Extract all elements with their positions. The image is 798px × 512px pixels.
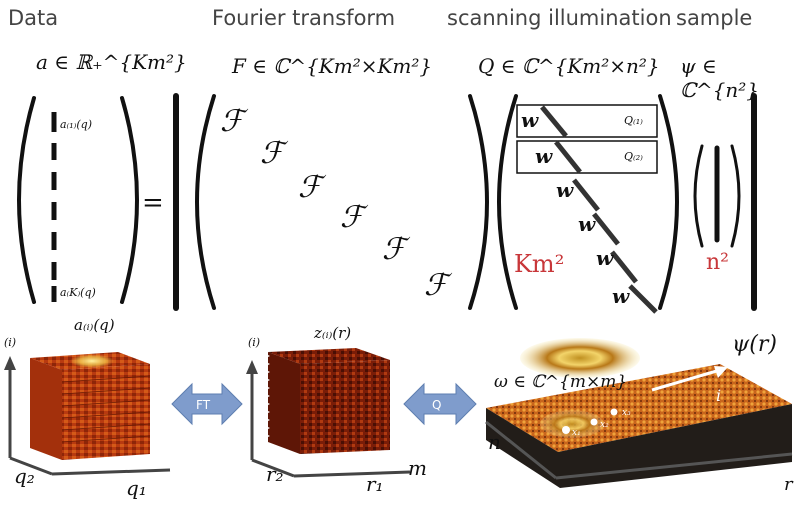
i-label-z: (i): [248, 336, 261, 349]
F-entry-1: ℱ: [220, 104, 244, 139]
w-entry-1: w: [521, 108, 539, 132]
header-fourier: Fourier transform: [212, 6, 396, 30]
Q-diagonal: [540, 105, 658, 314]
a-cube-title: a₍ᵢ₎(q): [74, 316, 115, 334]
data-cube: [30, 352, 151, 460]
equals-sign: =: [142, 188, 164, 218]
n-axis-label: n: [488, 430, 501, 454]
q2-axis-label: q₂: [14, 464, 35, 488]
w-entry-4: w: [578, 212, 596, 236]
F-entry-2: ℱ: [260, 136, 284, 171]
scan-direction-arrow: [651, 368, 721, 392]
Q1-box: [516, 104, 658, 138]
header-sample: sample: [676, 6, 753, 30]
F-entry-4: ℱ: [340, 200, 364, 235]
psi-right-paren: [730, 144, 741, 248]
a1-label: a₍₁₎(q): [60, 118, 92, 131]
psi-title: ψ(r): [732, 332, 777, 357]
w-entry-5: w: [596, 246, 614, 270]
probe-illumination: [520, 338, 640, 378]
n2-dimension: n²: [706, 250, 729, 275]
a-definition: a ∈ ℝ₊^{Km²}: [36, 50, 187, 74]
Km2-dimension: Km²: [514, 250, 565, 278]
r2-axis-label: r₂: [266, 462, 284, 486]
Q-definition: Q ∈ ℂ^{Km²×n²}: [478, 54, 660, 78]
sample-shadow: [486, 404, 792, 488]
probe-on-sample: [540, 410, 604, 438]
matrix-equation: [17, 93, 757, 314]
m-axis-label: m: [408, 456, 427, 480]
scan-positions: [562, 408, 618, 434]
sample-axes: [485, 420, 793, 480]
q-arrow-label: Q: [432, 398, 442, 412]
psi-left-paren: [693, 144, 704, 248]
Q-left-paren: [497, 94, 518, 310]
q-arrow: [403, 382, 477, 426]
F-left-paren: [195, 94, 216, 310]
header-data: Data: [8, 6, 59, 30]
r1-axis-label: r₁: [366, 472, 384, 496]
Q1-label: Q₍₁₎: [624, 114, 643, 127]
x2-label: x₂: [600, 420, 609, 430]
Q-right-paren: [658, 94, 679, 310]
q1-axis-label: q₁: [126, 476, 147, 500]
aK-label: a₍K₎(q): [60, 286, 96, 299]
F-right-paren: [468, 94, 489, 310]
w-entry-2: w: [535, 144, 553, 168]
x3-label: x₃: [622, 408, 631, 418]
F-entry-3: ℱ: [298, 170, 322, 205]
data-cube-axes: [8, 366, 171, 476]
psi-definition: ψ ∈ ℂ^{n²}: [680, 54, 760, 102]
ft-arrow: [171, 382, 243, 426]
w-entry-3: w: [556, 178, 574, 202]
a-left-paren: [17, 96, 36, 304]
Q2-label: Q₍₂₎: [624, 150, 643, 163]
a-right-paren: [120, 96, 139, 304]
scan-index-label: i: [716, 386, 722, 405]
bottom-illustrations: [4, 338, 793, 488]
header-scanning: scanning illumination: [447, 6, 672, 30]
Q2-box: [516, 140, 658, 174]
z-cube-title: z₍ᵢ₎(r): [314, 324, 352, 342]
x1-label: x₁: [572, 428, 581, 438]
z-cube-zigzag-edges: [262, 352, 398, 454]
i-label-data: (i): [4, 336, 17, 349]
ft-arrow-label: FT: [196, 398, 211, 412]
r-edge-label: r: [784, 474, 793, 495]
z-cube: [262, 348, 398, 454]
F-entry-6: ℱ: [424, 268, 448, 303]
z-cube-axes: [250, 370, 411, 478]
omega-definition: ω ∈ ℂ^{m×m}: [494, 372, 628, 392]
F-definition: F ∈ ℂ^{Km²×Km²}: [232, 54, 433, 78]
w-entry-6: w: [612, 284, 630, 308]
F-entry-5: ℱ: [382, 232, 406, 267]
